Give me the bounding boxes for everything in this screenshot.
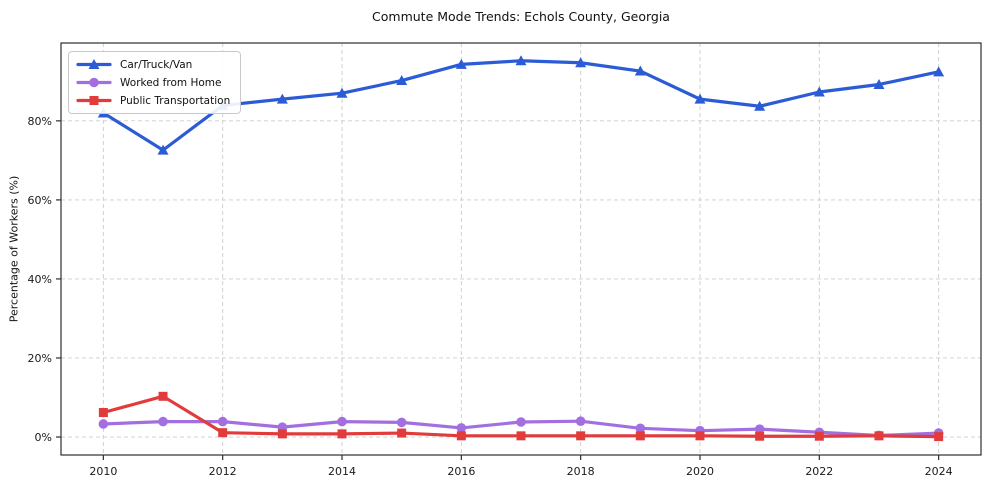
y-tick-label: 0%	[35, 431, 52, 444]
marker-car-truck-van	[933, 66, 945, 77]
x-tick-label: 2020	[686, 465, 714, 478]
x-tick-label: 2016	[447, 465, 475, 478]
marker-public-transportation	[814, 431, 824, 441]
marker-public-transportation	[337, 429, 347, 439]
marker-worked-from-home	[456, 423, 467, 433]
marker-worked-from-home	[635, 423, 646, 434]
x-tick-label: 2012	[209, 465, 237, 478]
marker-public-transportation	[158, 391, 168, 401]
marker-car-truck-van	[873, 78, 885, 89]
y-tick-label: 20%	[28, 352, 52, 365]
legend: Car/Truck/Van Worked from Home Public Tr…	[68, 51, 242, 114]
public-transportation-legend-marker	[76, 96, 112, 105]
marker-public-transportation	[755, 431, 765, 441]
marker-worked-from-home	[754, 424, 765, 434]
legend-sample-marker	[88, 59, 100, 69]
marker-worked-from-home	[158, 416, 168, 427]
marker-car-truck-van	[276, 93, 288, 104]
legend-item-car-truck-van: Car/Truck/Van	[76, 58, 230, 71]
plot-border	[60, 42, 982, 456]
chart-title: Commute Mode Trends: Echols County, Geor…	[372, 9, 670, 24]
marker-public-transportation	[218, 428, 228, 438]
legend-item-worked-from-home: Worked from Home	[76, 76, 230, 89]
marker-public-transportation	[874, 431, 884, 441]
marker-public-transportation	[277, 429, 287, 439]
marker-car-truck-van	[694, 93, 706, 104]
legend-item-public-transportation: Public Transportation	[76, 94, 230, 107]
car-truck-van-legend-marker	[76, 59, 112, 69]
marker-car-truck-van	[575, 57, 587, 68]
marker-car-truck-van	[813, 86, 825, 97]
x-tick-label: 2024	[925, 465, 953, 478]
legend-sample-marker	[89, 77, 99, 88]
marker-worked-from-home	[98, 419, 109, 429]
y-tick-label: 80%	[28, 115, 52, 128]
x-tick-label: 2022	[805, 465, 833, 478]
marker-car-truck-van	[754, 100, 766, 111]
marker-worked-from-home	[575, 416, 586, 427]
marker-car-truck-van	[455, 58, 467, 69]
worked-from-home-legend-marker	[76, 77, 112, 88]
marker-worked-from-home	[217, 416, 228, 427]
marker-car-truck-van	[157, 144, 169, 155]
marker-public-transportation	[456, 431, 466, 441]
marker-public-transportation	[695, 431, 705, 441]
marker-public-transportation	[576, 431, 586, 441]
marker-public-transportation	[397, 428, 407, 438]
x-tick-label: 2018	[567, 465, 595, 478]
y-tick-label: 60%	[28, 194, 52, 207]
legend-label-public-transportation: Public Transportation	[120, 94, 231, 107]
marker-car-truck-van	[396, 75, 408, 86]
marker-car-truck-van	[336, 87, 348, 98]
marker-car-truck-van	[634, 65, 646, 76]
marker-public-transportation	[934, 432, 944, 442]
legend-label-worked-from-home: Worked from Home	[120, 76, 222, 89]
marker-worked-from-home	[337, 416, 347, 427]
y-axis-label: Percentage of Workers (%)	[7, 175, 21, 323]
legend-label-car-truck-van: Car/Truck/Van	[120, 58, 193, 71]
x-tick-label: 2014	[328, 465, 356, 478]
y-tick-label: 40%	[28, 273, 52, 286]
marker-public-transportation	[635, 431, 645, 441]
marker-worked-from-home	[516, 417, 526, 427]
marker-public-transportation	[516, 431, 526, 441]
legend-sample-marker	[89, 96, 99, 105]
x-tick-label: 2010	[89, 465, 117, 478]
marker-car-truck-van	[515, 55, 527, 66]
marker-worked-from-home	[396, 417, 407, 428]
marker-public-transportation	[98, 408, 108, 418]
